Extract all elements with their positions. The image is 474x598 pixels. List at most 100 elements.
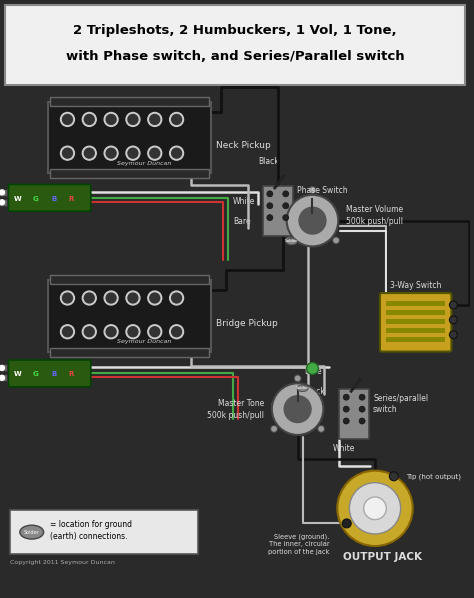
Text: Solder: Solder xyxy=(285,239,298,243)
Text: 3-Way Switch: 3-Way Switch xyxy=(390,280,441,289)
Text: Black: Black xyxy=(258,157,279,166)
Text: Sleeve (ground).
The inner, circular
portion of the jack: Sleeve (ground). The inner, circular por… xyxy=(268,533,329,555)
Circle shape xyxy=(172,148,182,158)
Bar xyxy=(263,186,292,236)
Text: White: White xyxy=(333,444,356,453)
Circle shape xyxy=(359,394,365,400)
Circle shape xyxy=(104,291,118,305)
Circle shape xyxy=(343,406,349,412)
Circle shape xyxy=(0,190,4,195)
Circle shape xyxy=(63,148,73,158)
Circle shape xyxy=(150,327,160,337)
Text: Bridge Pickup: Bridge Pickup xyxy=(216,319,278,328)
Bar xyxy=(0,374,7,382)
Circle shape xyxy=(84,327,94,337)
Text: R: R xyxy=(69,371,74,377)
Text: Copyright 2011 Seymour Duncan: Copyright 2011 Seymour Duncan xyxy=(10,560,115,565)
Circle shape xyxy=(0,200,4,205)
FancyBboxPatch shape xyxy=(9,184,91,211)
Circle shape xyxy=(283,191,289,197)
Circle shape xyxy=(150,114,160,124)
Text: Bare: Bare xyxy=(305,367,322,376)
Text: Neck Pickup: Neck Pickup xyxy=(216,141,271,150)
Bar xyxy=(339,389,369,439)
Circle shape xyxy=(285,237,292,244)
Circle shape xyxy=(359,406,365,412)
Circle shape xyxy=(84,293,94,303)
Text: Master Tone
500k push/pull: Master Tone 500k push/pull xyxy=(207,399,264,420)
Bar xyxy=(386,337,446,341)
Ellipse shape xyxy=(297,385,308,392)
Circle shape xyxy=(82,147,96,160)
Circle shape xyxy=(0,365,4,370)
Circle shape xyxy=(61,112,74,126)
Circle shape xyxy=(309,187,316,193)
Circle shape xyxy=(449,331,457,338)
Circle shape xyxy=(82,325,96,338)
Circle shape xyxy=(267,203,273,209)
Bar xyxy=(47,102,211,173)
Circle shape xyxy=(106,327,116,337)
Circle shape xyxy=(106,114,116,124)
Bar xyxy=(50,169,210,178)
Text: R: R xyxy=(69,196,74,202)
Bar xyxy=(47,280,211,352)
Bar xyxy=(10,510,199,554)
Circle shape xyxy=(63,114,73,124)
Circle shape xyxy=(283,203,289,209)
Circle shape xyxy=(294,375,301,382)
Circle shape xyxy=(287,195,338,246)
Circle shape xyxy=(299,208,326,234)
Circle shape xyxy=(148,112,162,126)
Circle shape xyxy=(449,316,457,324)
Ellipse shape xyxy=(20,525,44,539)
Bar xyxy=(0,199,7,206)
Bar xyxy=(0,364,7,371)
Bar xyxy=(386,319,446,324)
FancyBboxPatch shape xyxy=(380,293,451,352)
Circle shape xyxy=(364,497,386,520)
Circle shape xyxy=(148,325,162,338)
Circle shape xyxy=(63,293,73,303)
Circle shape xyxy=(104,147,118,160)
Circle shape xyxy=(172,327,182,337)
Circle shape xyxy=(170,325,183,338)
Circle shape xyxy=(126,147,140,160)
Bar xyxy=(386,301,446,306)
Text: with Phase switch, and Series/Parallel switch: with Phase switch, and Series/Parallel s… xyxy=(66,50,404,63)
Text: Solder: Solder xyxy=(24,530,40,535)
Circle shape xyxy=(106,148,116,158)
Circle shape xyxy=(170,147,183,160)
Bar xyxy=(386,310,446,315)
Circle shape xyxy=(307,362,319,374)
Bar xyxy=(0,189,7,196)
Bar xyxy=(386,328,446,332)
Circle shape xyxy=(61,325,74,338)
Circle shape xyxy=(61,147,74,160)
Text: Bare: Bare xyxy=(233,216,251,225)
Circle shape xyxy=(267,215,273,221)
Circle shape xyxy=(128,148,138,158)
Text: G: G xyxy=(33,196,38,202)
Circle shape xyxy=(337,471,413,546)
Circle shape xyxy=(61,291,74,305)
Bar xyxy=(5,5,465,85)
Circle shape xyxy=(349,483,401,534)
Circle shape xyxy=(271,425,278,432)
Text: White: White xyxy=(233,197,255,206)
Circle shape xyxy=(148,147,162,160)
Text: Solder: Solder xyxy=(296,386,309,390)
Text: B: B xyxy=(51,371,56,377)
Circle shape xyxy=(272,383,323,435)
Circle shape xyxy=(359,418,365,424)
Text: Tip (hot output): Tip (hot output) xyxy=(406,473,461,480)
Circle shape xyxy=(128,114,138,124)
Circle shape xyxy=(342,519,351,528)
Circle shape xyxy=(126,112,140,126)
Circle shape xyxy=(150,293,160,303)
Circle shape xyxy=(283,215,289,221)
Text: 2 Tripleshots, 2 Humbuckers, 1 Vol, 1 Tone,: 2 Tripleshots, 2 Humbuckers, 1 Vol, 1 To… xyxy=(73,24,397,36)
Text: W: W xyxy=(14,196,22,202)
Circle shape xyxy=(449,301,457,309)
Circle shape xyxy=(148,291,162,305)
